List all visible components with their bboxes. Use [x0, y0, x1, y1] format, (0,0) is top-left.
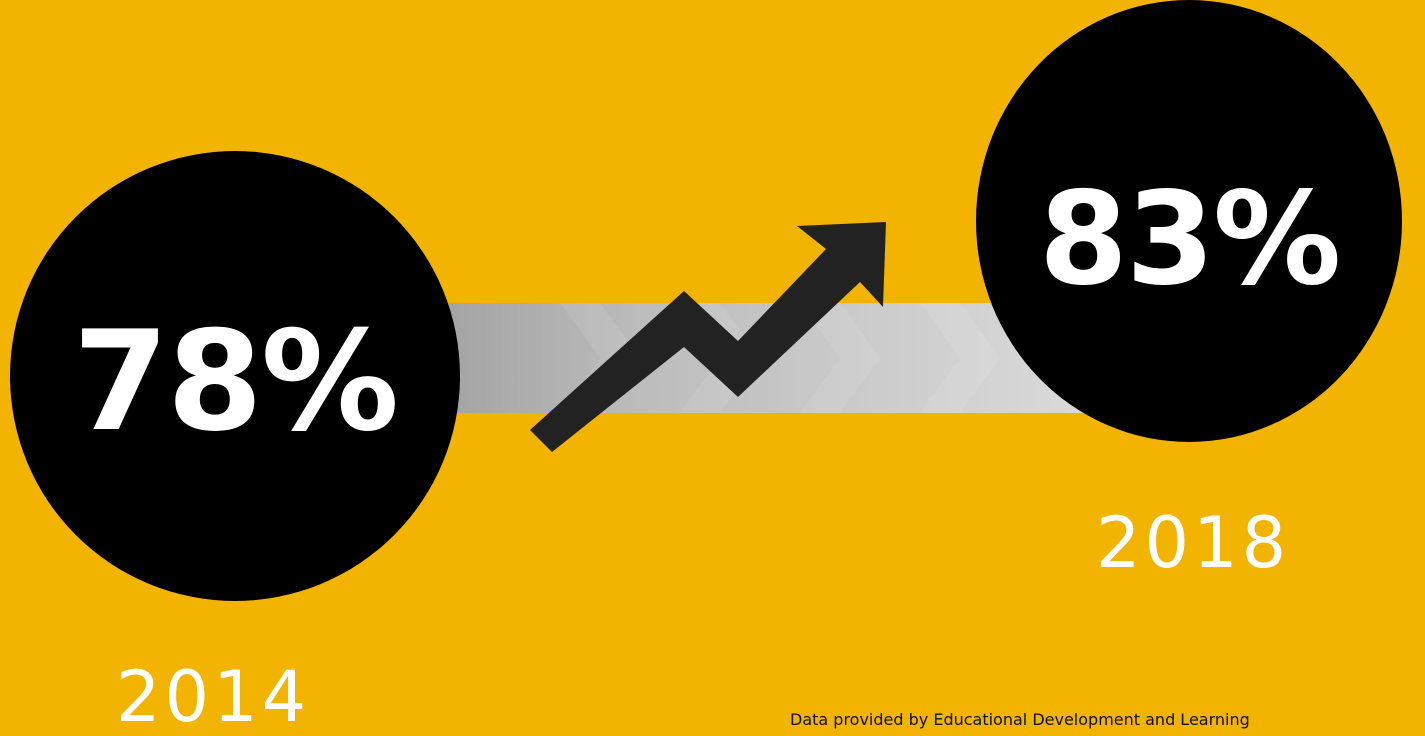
stat-value-2018: 83%	[1038, 165, 1341, 314]
year-label-2014: 2014	[116, 656, 311, 736]
data-source-credit: Data provided by Educational Development…	[790, 710, 1250, 729]
year-label-2018: 2018	[1096, 502, 1291, 584]
stat-circle-2018: 83%	[976, 0, 1402, 442]
stat-circle-2014: 78%	[10, 151, 460, 601]
stat-value-2014: 78%	[72, 301, 399, 462]
trend-arrow-shape	[530, 222, 886, 452]
